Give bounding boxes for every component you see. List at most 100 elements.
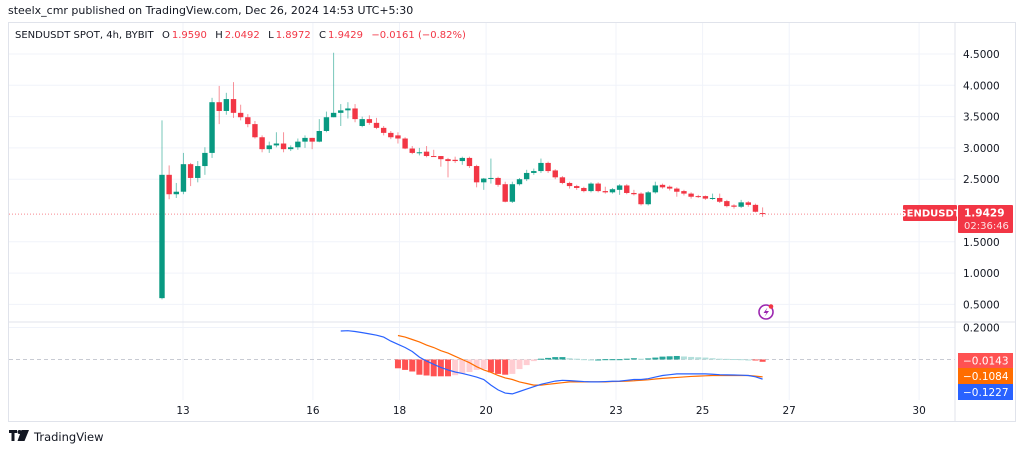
candle-body: [252, 124, 258, 138]
histogram-bar: [638, 358, 645, 360]
histogram-bar: [495, 359, 502, 374]
candle: [187, 162, 194, 187]
candle-body: [681, 191, 687, 194]
candle: [445, 157, 451, 178]
candle: [273, 132, 280, 148]
histogram-bar: [716, 358, 723, 360]
candle: [688, 192, 694, 199]
histogram-bar: [430, 359, 437, 377]
candle-body: [559, 177, 566, 183]
candle-body: [195, 166, 201, 178]
candle-body: [709, 197, 716, 199]
candle: [595, 182, 601, 193]
candle: [645, 191, 651, 206]
histogram-bar: [680, 356, 687, 360]
candle-body: [245, 117, 251, 125]
candle: [173, 182, 179, 198]
candle-body: [595, 183, 601, 192]
candle: [502, 181, 508, 203]
candle: [731, 204, 737, 209]
candle: [245, 114, 251, 128]
candle-body: [402, 138, 408, 149]
candle-body: [373, 122, 380, 128]
candle-body: [352, 108, 358, 120]
candle: [488, 158, 494, 184]
histogram-bar: [731, 359, 737, 361]
symbol-info: SENDUSDT SPOT, 4h, BYBIT: [15, 30, 154, 41]
candle-body: [159, 174, 165, 299]
histogram-bar: [487, 359, 494, 373]
candle: [431, 149, 437, 158]
candle-body: [395, 135, 401, 139]
lightning-alert-icon[interactable]: [758, 304, 774, 320]
high-label: H: [215, 30, 223, 41]
low-value: 1.8972: [275, 30, 311, 41]
candle-body: [488, 177, 494, 179]
histogram-bar: [445, 359, 451, 377]
histogram-bar: [595, 359, 602, 361]
candle-body: [366, 119, 373, 123]
candle: [295, 138, 301, 150]
candle-body: [309, 137, 315, 142]
histogram-bar: [616, 359, 623, 361]
histogram-bar: [573, 358, 580, 360]
histogram-bar: [609, 359, 616, 361]
candle-body: [738, 202, 744, 207]
histogram-bar: [752, 359, 759, 361]
histogram-bar: [745, 359, 752, 361]
candle-body: [638, 193, 644, 205]
candle: [409, 146, 415, 155]
candle-body: [266, 145, 272, 150]
candle-body: [473, 166, 480, 183]
candle: [373, 117, 380, 130]
candle: [709, 193, 716, 200]
histogram-bar: [473, 359, 480, 370]
price-tick-label: 4.0000: [963, 80, 1000, 92]
candle-body: [431, 156, 437, 158]
candle-body: [323, 117, 330, 131]
candle: [209, 97, 215, 158]
candle: [159, 120, 165, 300]
candle-body: [452, 159, 458, 162]
candle-body: [438, 156, 444, 160]
candle-body: [581, 187, 587, 192]
candle-body: [316, 130, 322, 142]
histogram-bar: [688, 356, 695, 360]
chart-frame[interactable]: [8, 22, 1016, 422]
candle-body: [602, 191, 608, 193]
candle: [523, 169, 530, 182]
candle-body: [259, 137, 265, 150]
candle: [180, 152, 187, 195]
candle: [466, 156, 473, 168]
change-value: −0.0161 (−0.82%): [371, 30, 466, 41]
candle-body: [338, 110, 344, 113]
date-tick-label: 13: [176, 405, 189, 417]
signal-value: −0.1084: [963, 371, 1009, 383]
candle: [237, 104, 244, 121]
candle-body: [531, 171, 537, 173]
candle-body: [674, 188, 680, 192]
bar-countdown: 02:36:46: [964, 221, 1009, 232]
date-tick-label: 16: [306, 405, 320, 417]
histogram-bar: [738, 359, 745, 361]
candle-body: [516, 179, 523, 185]
candle-body: [695, 196, 701, 198]
candle-body: [202, 152, 208, 167]
candle-body: [717, 197, 723, 202]
candle-body: [388, 132, 394, 138]
candle: [302, 135, 308, 148]
histogram-bar: [452, 359, 459, 376]
candle: [345, 102, 351, 119]
price-tick-label: 3.5000: [963, 112, 1000, 124]
candle: [252, 120, 258, 139]
candle-body: [545, 162, 551, 172]
axes: 4.5000 4.0000 3.5000 3.0000 2.5000 1.5000 1.00…: [176, 49, 999, 417]
candle-body: [466, 157, 473, 167]
candle: [195, 161, 201, 183]
candle: [652, 181, 659, 194]
grid: [9, 23, 955, 400]
candle-body: [423, 151, 430, 157]
candle: [609, 187, 616, 194]
candle-body: [280, 143, 287, 150]
